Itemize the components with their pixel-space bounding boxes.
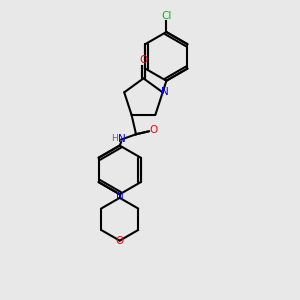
Text: H: H [111, 134, 118, 143]
Text: O: O [139, 55, 148, 65]
Text: N: N [161, 87, 169, 97]
Text: Cl: Cl [161, 11, 172, 21]
Text: N: N [118, 134, 126, 144]
Text: N: N [116, 192, 124, 202]
Text: O: O [116, 236, 124, 246]
Text: O: O [150, 125, 158, 135]
